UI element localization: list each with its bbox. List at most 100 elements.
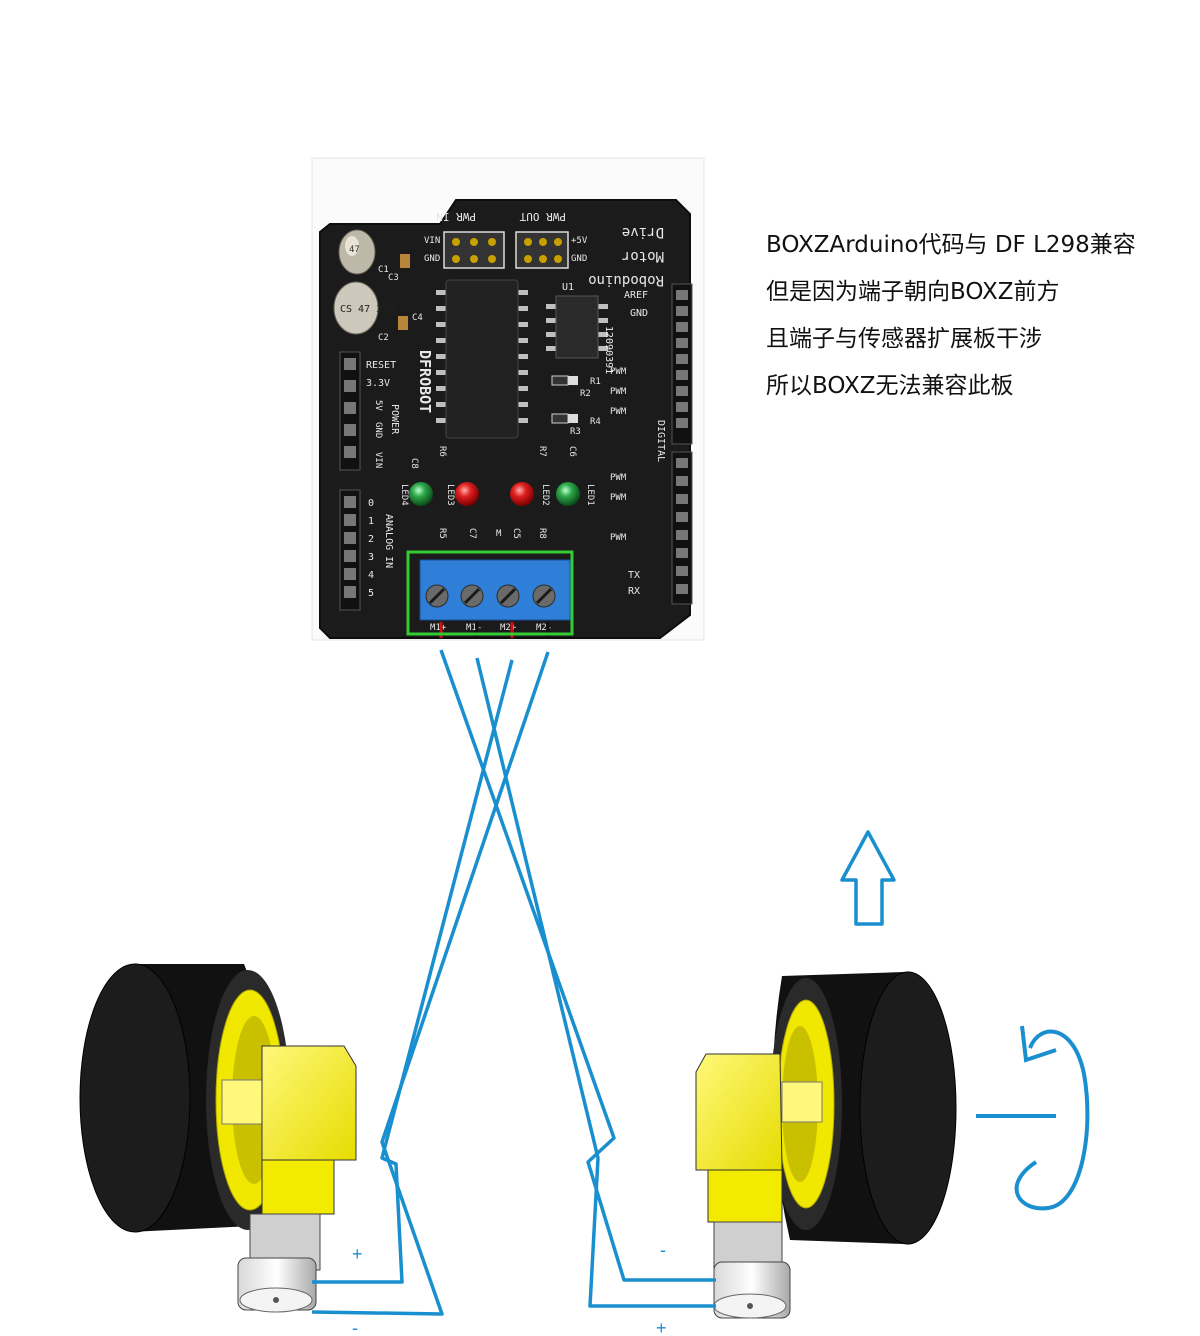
terminal-refs: R5 C7 M C5 R8 [437,528,547,539]
svg-text:Roboduino: Roboduino [588,272,664,288]
svg-text:POWER: POWER [389,404,400,435]
led4 [409,482,433,506]
wire-m1-minus [475,657,716,1308]
svg-text:M1-: M1- [466,623,482,633]
led1 [556,482,580,506]
svg-text:5V: 5V [373,400,383,411]
l298-chip [436,279,528,439]
up-arrow-icon [840,830,896,926]
svg-text:C3: C3 [388,273,399,283]
resistors: R1 R2 R4 R3 [551,375,601,437]
svg-text:2: 2 [368,534,374,545]
terminal-block: M1+ M1- M2+ M2- [419,559,571,638]
right-axle [781,1081,823,1123]
svg-text:1: 1 [368,516,374,527]
led-row: LED4 LED3 LED2 LED1 C8 R6 R7 C6 [399,446,595,506]
svg-text:TX: TX [628,570,640,581]
svg-text:RESET: RESET [366,360,396,371]
right-gearbox-lower [707,1169,783,1223]
left-axle [221,1079,263,1125]
digital-header: AREF GND 12090391 PWM PWM PWM DIGITAL PW… [603,283,693,605]
compatibility-note: BOXZArduino代码与 DF L298兼容 但是因为端子朝向BOXZ前方 … [766,222,1136,410]
right-wheel-motor [695,971,957,1319]
capacitor-c3 [400,254,410,268]
svg-text:3.3V: 3.3V [366,378,390,389]
svg-text:PWM: PWM [610,493,627,503]
svg-text:VIN: VIN [373,452,383,468]
wiring [311,649,716,1316]
note-line: BOXZArduino代码与 DF L298兼容 [766,232,1136,258]
svg-text:ANALOG IN: ANALOG IN [383,514,394,568]
gnd-label-out: GND [571,254,587,264]
left-wheel-motor [79,963,357,1313]
svg-text:C8: C8 [409,458,419,469]
svg-text:PWM: PWM [610,367,627,377]
svg-text:AREF: AREF [624,290,648,301]
svg-text:4: 4 [368,570,374,581]
capacitor-c2: CS 47 35V C2 [333,281,394,343]
vin-label: VIN [424,236,440,246]
svg-text:LED4: LED4 [399,484,409,506]
pwr-in-label: PWR IN [436,210,476,223]
svg-text:PWM: PWM [610,533,627,543]
svg-text:LED3: LED3 [445,484,455,506]
u1-chip: U1 [546,282,608,359]
svg-text:C2: C2 [378,333,389,343]
svg-text:R5: R5 [437,528,447,539]
svg-text:GND: GND [630,308,648,319]
note-line: 且端子与传感器扩展板干涉 [766,326,1042,352]
left-motor-minus-label: - [352,1318,358,1336]
svg-text:PWM: PWM [610,407,627,417]
capacitor-c1: 47 C1 [338,229,389,275]
left-motor-plus-label: + [352,1244,363,1264]
left-gearbox [261,1045,357,1161]
note-line: 所以BOXZ无法兼容此板 [766,373,1014,399]
svg-text:5: 5 [368,588,374,599]
svg-text:M2+: M2+ [500,623,517,633]
wire-m2-plus [312,659,514,1284]
right-motor-minus-label: - [660,1240,666,1260]
svg-text:LED1: LED1 [585,484,595,506]
power-header: RESET 3.3V 5V GND VIN POWER [339,351,400,471]
led2 [510,482,534,506]
svg-text:LED2: LED2 [540,484,550,506]
dfrobot-logo: DFROBOT [416,350,434,413]
terminal-highlight-box [406,550,574,636]
svg-text:3: 3 [368,552,374,563]
svg-text:PWM: PWM [610,387,627,397]
svg-text:R1: R1 [590,377,601,387]
note-line: 但是因为端子朝向BOXZ前方 [766,279,1060,305]
svg-text:RX: RX [628,586,640,597]
svg-text:M2-: M2- [536,623,552,633]
svg-text:R6: R6 [437,446,447,457]
rotate-arrow-icon [976,1025,1090,1211]
svg-text:R4: R4 [590,417,601,427]
svg-text:47: 47 [349,245,360,255]
svg-text:R8: R8 [537,528,547,539]
svg-text:Motor: Motor [622,248,664,264]
right-motor-plus-label: + [656,1318,667,1336]
svg-text:DIGITAL: DIGITAL [655,420,666,462]
svg-text:M: M [496,529,502,539]
svg-text:12090391: 12090391 [603,326,614,374]
svg-text:C5: C5 [511,528,521,539]
svg-text:R7: R7 [537,446,547,457]
svg-text:Drive: Drive [622,224,664,240]
board-title: Roboduino Motor Drive [588,224,664,288]
wire-m1-plus [439,649,716,1282]
svg-text:R2: R2 [580,389,591,399]
right-gearbox [695,1053,783,1171]
wire-m2-minus [311,651,550,1316]
plus5v-label: +5V [571,236,588,246]
pwr-out-label: PWR OUT [519,210,566,223]
svg-text:C4: C4 [412,313,423,323]
gnd-label-in: GND [424,254,440,264]
svg-text:C1: C1 [378,265,389,275]
svg-text:M1+: M1+ [430,623,447,633]
svg-text:0: 0 [368,498,374,509]
svg-text:C7: C7 [467,528,477,539]
svg-text:U1: U1 [562,282,574,293]
led3 [455,482,479,506]
left-gearbox-lower [261,1159,335,1215]
